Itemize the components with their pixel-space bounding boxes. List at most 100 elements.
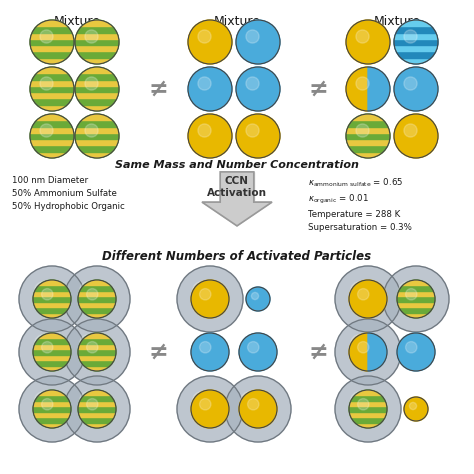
Bar bbox=[78, 360, 116, 365]
Bar bbox=[78, 395, 116, 401]
Circle shape bbox=[394, 67, 438, 111]
Circle shape bbox=[247, 342, 259, 353]
Circle shape bbox=[87, 342, 98, 353]
Bar bbox=[394, 51, 438, 58]
Bar bbox=[33, 355, 71, 360]
Bar bbox=[30, 20, 74, 26]
Bar bbox=[33, 312, 71, 318]
Bar bbox=[30, 51, 74, 58]
Circle shape bbox=[19, 376, 85, 442]
Bar bbox=[78, 417, 116, 423]
Bar bbox=[397, 291, 435, 296]
Circle shape bbox=[349, 280, 387, 318]
Bar bbox=[346, 120, 390, 127]
Circle shape bbox=[236, 114, 280, 158]
Text: CCN
Activation: CCN Activation bbox=[207, 176, 267, 198]
Bar bbox=[78, 291, 116, 296]
Circle shape bbox=[246, 30, 259, 43]
Bar bbox=[33, 291, 71, 296]
Bar bbox=[75, 127, 119, 133]
Bar bbox=[75, 20, 119, 26]
Bar bbox=[75, 39, 119, 45]
Text: Same Mass and Number Concentration: Same Mass and Number Concentration bbox=[115, 160, 359, 170]
Circle shape bbox=[397, 333, 435, 371]
Bar bbox=[33, 401, 71, 406]
Circle shape bbox=[357, 289, 369, 300]
Circle shape bbox=[346, 20, 390, 64]
Circle shape bbox=[247, 399, 259, 410]
Circle shape bbox=[75, 20, 119, 64]
Bar bbox=[30, 73, 74, 80]
Bar bbox=[394, 39, 438, 45]
Bar bbox=[78, 302, 116, 307]
Circle shape bbox=[397, 280, 435, 318]
Wedge shape bbox=[349, 333, 368, 371]
Wedge shape bbox=[368, 333, 387, 371]
Bar bbox=[75, 133, 119, 139]
Bar bbox=[75, 26, 119, 33]
Text: ≠: ≠ bbox=[148, 77, 168, 101]
Bar bbox=[394, 58, 438, 64]
Circle shape bbox=[404, 397, 428, 421]
Circle shape bbox=[410, 402, 417, 410]
Bar bbox=[394, 45, 438, 51]
Circle shape bbox=[33, 280, 71, 318]
Bar bbox=[30, 114, 74, 120]
Bar bbox=[30, 133, 74, 139]
Bar bbox=[33, 395, 71, 401]
Circle shape bbox=[42, 342, 53, 353]
Circle shape bbox=[33, 390, 71, 428]
Text: Mixture: Mixture bbox=[374, 15, 420, 28]
Bar bbox=[75, 58, 119, 64]
Circle shape bbox=[404, 77, 417, 90]
Bar bbox=[397, 285, 435, 291]
Bar bbox=[78, 285, 116, 291]
Bar bbox=[349, 412, 387, 417]
Circle shape bbox=[35, 335, 53, 353]
Circle shape bbox=[200, 399, 211, 410]
Bar bbox=[33, 390, 71, 395]
Circle shape bbox=[335, 376, 401, 442]
Bar bbox=[397, 312, 435, 318]
Circle shape bbox=[383, 266, 449, 332]
Bar bbox=[75, 45, 119, 51]
Bar bbox=[30, 86, 74, 92]
Text: Mixture: Mixture bbox=[54, 15, 100, 28]
Circle shape bbox=[191, 390, 229, 428]
Bar bbox=[30, 146, 74, 152]
Circle shape bbox=[240, 392, 259, 410]
Bar bbox=[33, 338, 71, 344]
Bar bbox=[349, 401, 387, 406]
Bar bbox=[78, 423, 116, 428]
Bar bbox=[394, 26, 438, 33]
Polygon shape bbox=[202, 202, 272, 226]
Circle shape bbox=[80, 392, 98, 410]
Bar bbox=[30, 80, 74, 86]
Bar bbox=[78, 406, 116, 412]
Circle shape bbox=[335, 319, 401, 385]
Bar bbox=[78, 355, 116, 360]
Circle shape bbox=[399, 282, 417, 300]
Bar bbox=[78, 333, 116, 338]
Circle shape bbox=[75, 67, 119, 111]
Bar bbox=[346, 114, 390, 120]
Bar bbox=[33, 285, 71, 291]
Bar bbox=[30, 127, 74, 133]
Bar bbox=[346, 127, 390, 133]
Circle shape bbox=[188, 67, 232, 111]
Circle shape bbox=[198, 124, 211, 137]
Bar bbox=[78, 365, 116, 371]
Circle shape bbox=[356, 77, 369, 90]
Circle shape bbox=[239, 390, 277, 428]
Bar bbox=[75, 99, 119, 105]
Bar bbox=[75, 51, 119, 58]
Bar bbox=[349, 406, 387, 412]
Bar bbox=[30, 105, 74, 111]
Circle shape bbox=[200, 289, 211, 300]
Bar bbox=[397, 307, 435, 312]
Circle shape bbox=[404, 124, 417, 137]
Circle shape bbox=[78, 280, 116, 318]
Bar bbox=[397, 296, 435, 302]
Circle shape bbox=[80, 335, 98, 353]
Bar bbox=[75, 92, 119, 99]
